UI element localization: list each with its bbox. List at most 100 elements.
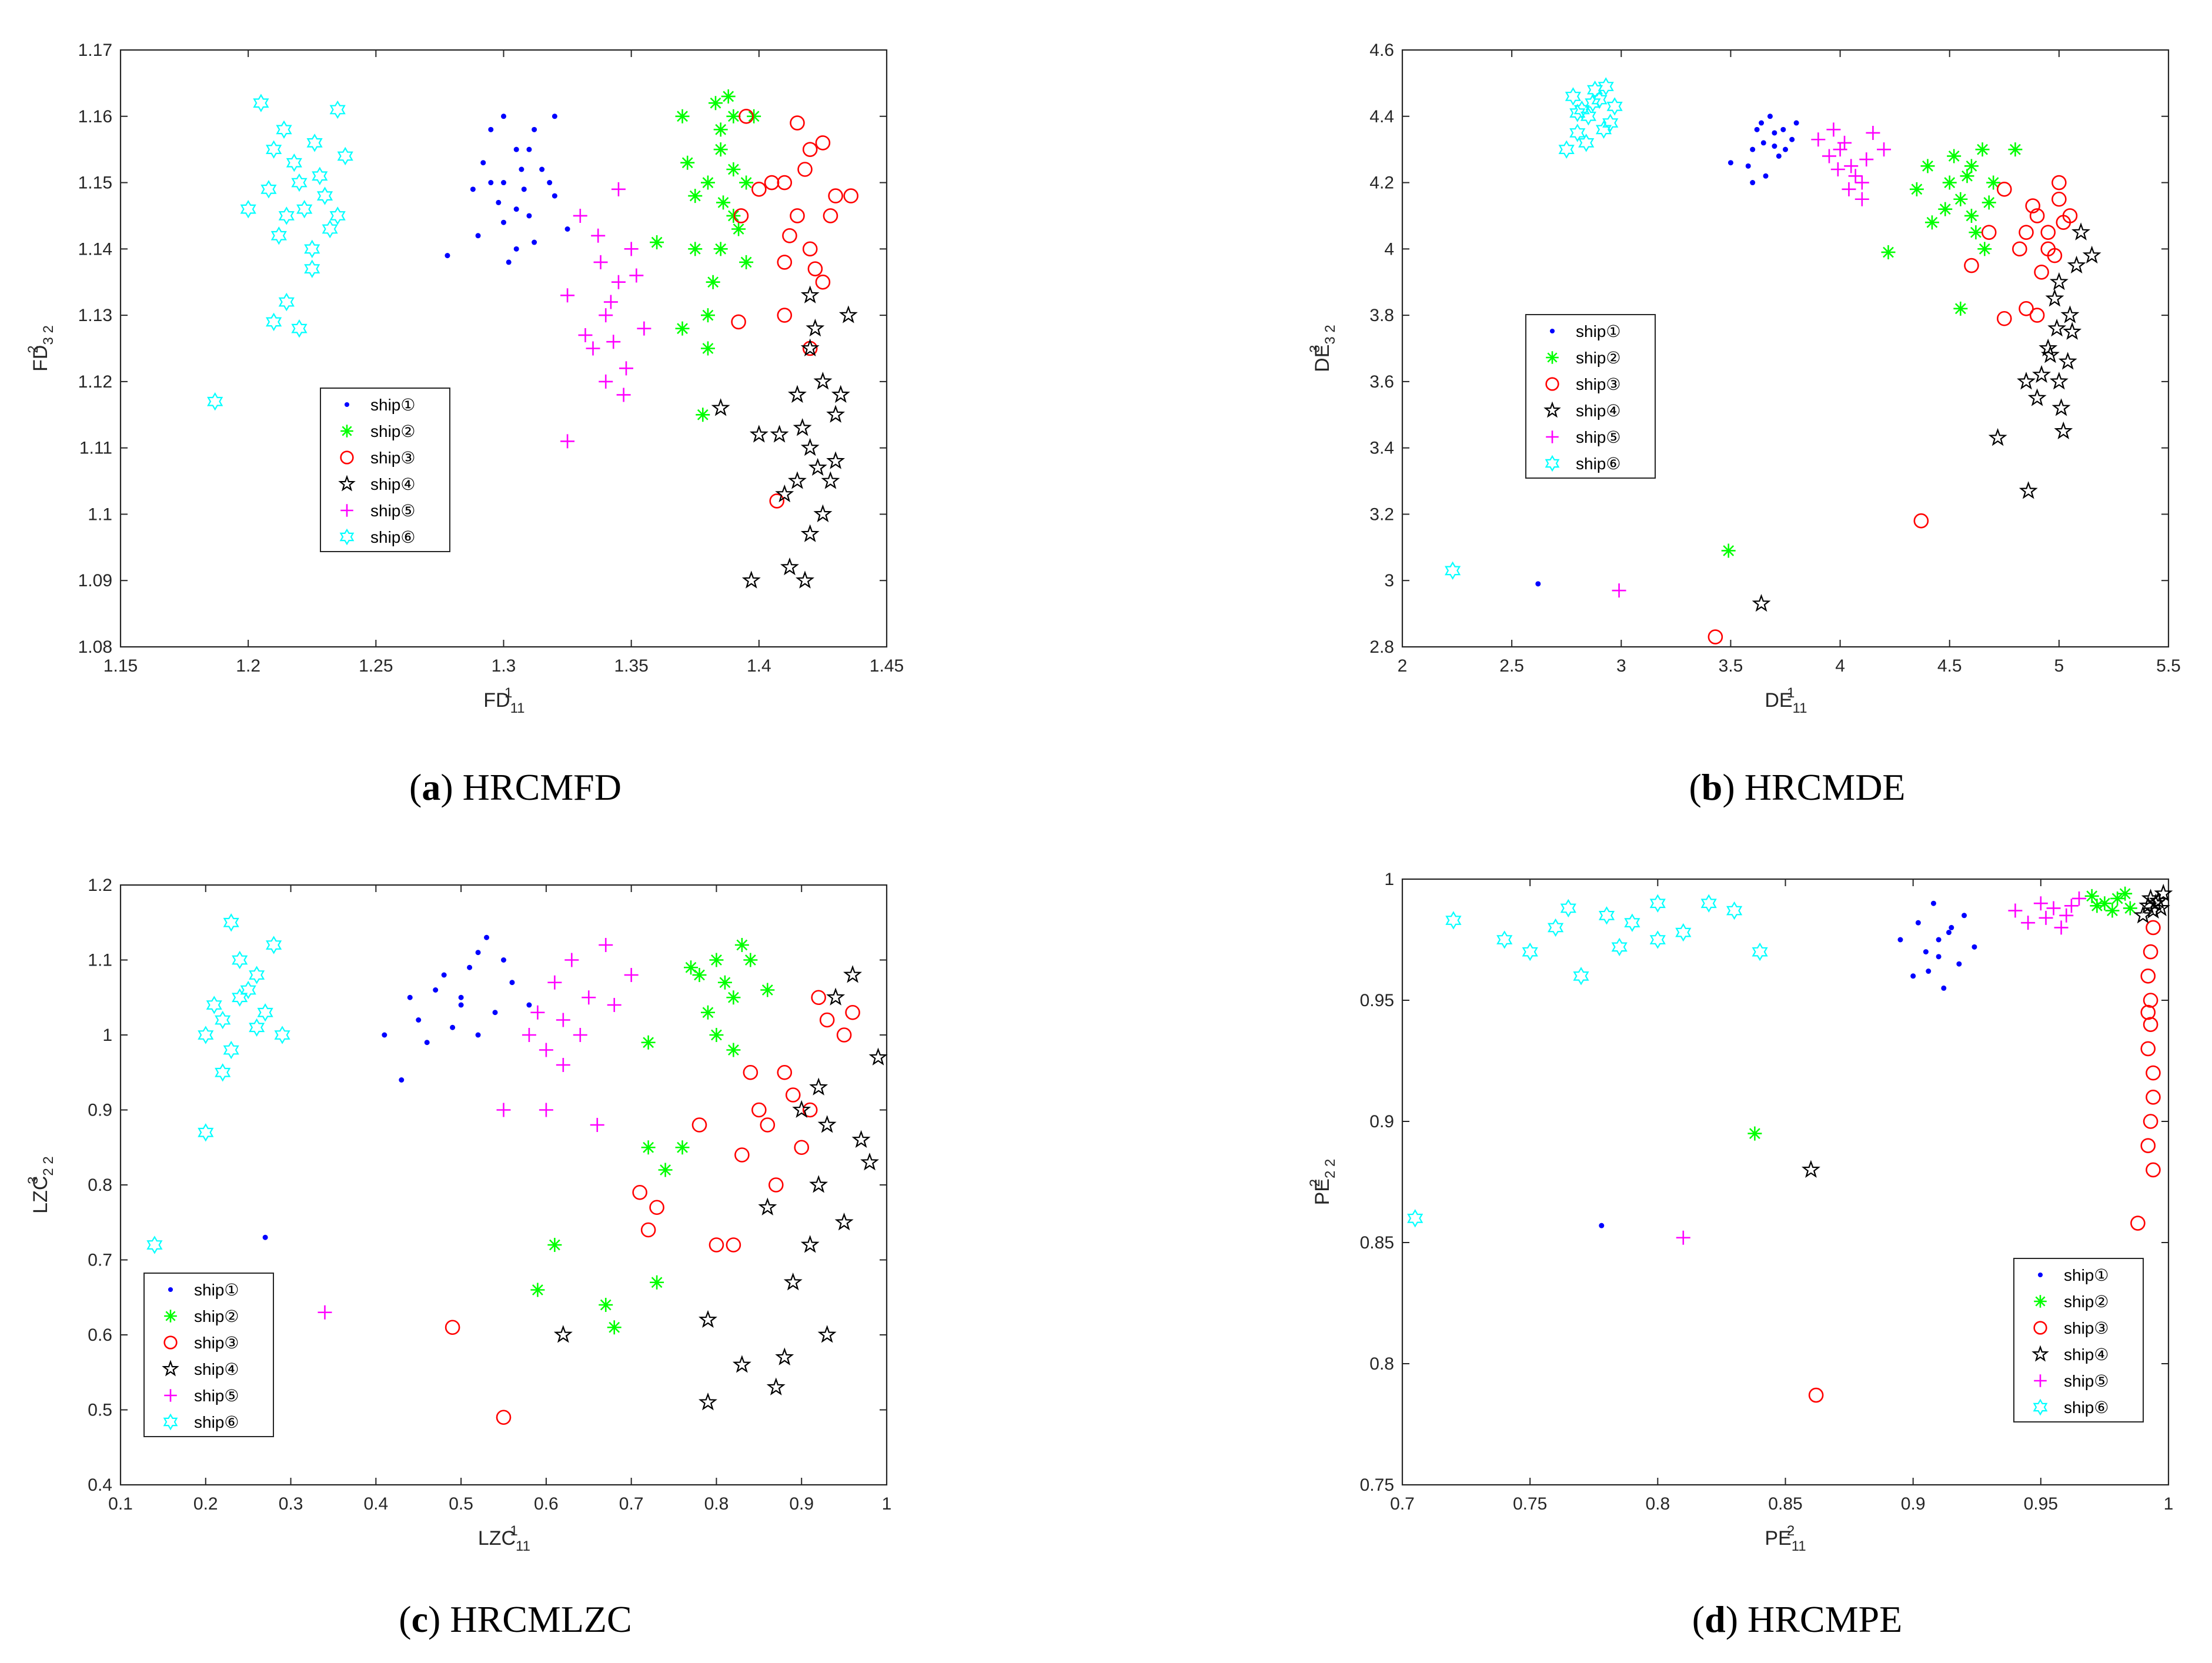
data-point [768,1177,784,1193]
data-point [790,208,805,223]
x-tick-label: 1.35 [614,656,648,676]
data-point [2047,248,2063,263]
legend: ship① ship② ship③ ship④ ship⑤ ship⑥ [2013,1258,2144,1422]
y-tick-label: 0.7 [88,1251,112,1270]
series-3 [731,108,858,509]
data-point [809,1175,828,1193]
data-point [834,1213,854,1231]
data-point [496,199,502,205]
data-point [1793,120,1799,126]
data-point [747,109,761,123]
data-point [691,1117,707,1133]
y-tick-label: 1.16 [78,107,112,126]
data-point [731,314,746,330]
data-point [1996,182,2012,197]
data-point [815,274,831,290]
legend-entry-label: ship① [194,1281,239,1299]
data-point [2141,889,2160,907]
x-tick-label: 4.5 [1937,656,1962,676]
data-point [496,1410,512,1425]
x-tick-label: 2 [1398,656,1408,676]
data-point [706,275,720,289]
data-point [2027,388,2047,406]
data-point [2056,215,2071,231]
data-point [1752,593,1771,612]
data-point [2059,908,2074,923]
series-3 [1708,175,2078,645]
data-point [337,146,353,166]
x-tick-label: 0.85 [1768,1494,1802,1514]
data-point [2067,255,2086,274]
legend-marker [339,528,355,546]
data-point [509,980,515,986]
data-point [826,987,846,1006]
data-point [603,295,618,309]
data-point [777,255,793,270]
data-point [2019,225,2034,240]
data-point [741,570,761,589]
data-point [553,1325,573,1343]
y-axis-label: LZC2 23 [25,1156,56,1214]
data-point [640,1222,656,1238]
data-point [329,100,346,119]
data-point [800,524,820,542]
legend-marker [2033,1398,2048,1416]
data-point [441,972,447,978]
x-axis-label-base: FD [483,689,510,712]
series-2 [1721,142,2023,558]
data-point [265,312,282,332]
data-point [240,980,256,1000]
data-point [306,133,323,152]
x-tick-label: 0.7 [619,1494,644,1514]
data-point [2143,944,2158,960]
data-point [291,173,308,192]
legend-marker [1545,455,1560,472]
legend-marker [338,475,356,492]
data-point [775,1347,794,1365]
data-point [709,1237,724,1253]
data-point [329,206,346,225]
legend-marker [163,1413,178,1431]
x-tick-label: 1.15 [103,656,138,676]
y-tick-label: 2.8 [1369,637,1394,657]
data-point [1602,113,1619,132]
caption-prefix: ( [1692,1598,1705,1640]
data-point [1580,107,1597,126]
legend-box [2013,1258,2144,1422]
data-point [1956,961,1962,967]
y-axis-label-subscript: 2 2 [41,1156,56,1176]
data-point [1826,122,1841,137]
legend: ship① ship② ship③ ship④ ship⑤ ship⑥ [143,1273,274,1437]
data-point [240,200,256,219]
data-point [2032,365,2051,383]
data-point [1569,123,1586,142]
data-point [1938,202,1953,216]
data-point [611,182,626,196]
data-point [526,213,532,219]
y-tick-label: 1.1 [88,505,112,524]
data-point [2143,1114,2158,1129]
data-point [530,1283,545,1297]
data-point [2047,318,2067,337]
data-point [1859,152,1874,167]
data-point [616,388,631,402]
data-point [632,1184,647,1200]
data-point [629,268,644,283]
legend-entry-label: ship④ [370,475,415,493]
data-point [2133,906,2153,924]
legend: ship① ship② ship③ ship④ ship⑤ ship⑥ [320,388,450,552]
data-point [501,180,506,186]
data-point [1981,225,1997,240]
data-point [556,1058,570,1072]
data-point [564,226,570,232]
legend-entry-label: ship⑥ [370,528,415,546]
data-point [416,1017,422,1023]
data-point [739,108,754,124]
data-point [501,113,506,119]
data-point [475,1032,481,1038]
data-point [1752,942,1768,961]
data-point [688,189,703,203]
x-tick-label: 0.9 [789,1494,814,1514]
data-point [532,239,537,245]
data-point [1560,899,1576,918]
